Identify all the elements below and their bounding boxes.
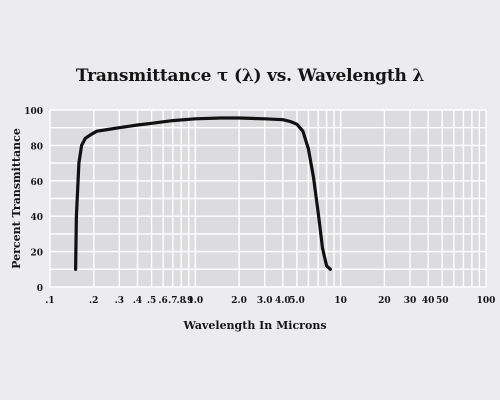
x-tick-label: .5 — [147, 296, 156, 306]
x-tick-label: 20 — [378, 296, 391, 306]
x-tick-label: 50 — [436, 296, 449, 306]
y-tick-label: 100 — [24, 107, 43, 117]
x-tick-label: .2 — [89, 296, 98, 306]
x-tick-label: .9 — [184, 296, 193, 306]
x-tick-label: .7 — [168, 296, 177, 306]
y-tick-label: 60 — [30, 178, 43, 188]
x-tick-label: 10 — [334, 296, 347, 306]
x-tick-label: .3 — [115, 296, 124, 306]
y-tick-label: 0 — [37, 284, 43, 294]
x-tick-label: 40 — [422, 296, 435, 306]
x-tick-label: 5.0 — [289, 296, 305, 306]
x-tick-label: 3.0 — [257, 296, 273, 306]
x-tick-label: .4 — [133, 296, 142, 306]
y-tick-label: 80 — [30, 142, 43, 152]
transmittance-series-line — [74, 116, 332, 271]
x-tick-label: 2.0 — [231, 296, 247, 306]
y-tick-label: 40 — [30, 213, 43, 223]
x-tick-label: .1 — [45, 296, 54, 306]
chart-title: Transmittance τ (λ) vs. Wavelength λ — [75, 66, 425, 86]
x-tick-label: 100 — [477, 296, 496, 306]
x-tick-label: 30 — [404, 296, 417, 306]
x-axis-label: Wavelength In Microns — [182, 319, 326, 332]
x-tick-label: .6 — [158, 296, 167, 306]
y-tick-label: 20 — [30, 249, 43, 259]
y-axis-label: Percent Transmittance — [10, 128, 23, 269]
x-tick-label: .8 — [177, 296, 186, 306]
x-tick-label: 4.0 — [275, 296, 291, 306]
x-tick-label: 1.0 — [187, 296, 203, 306]
